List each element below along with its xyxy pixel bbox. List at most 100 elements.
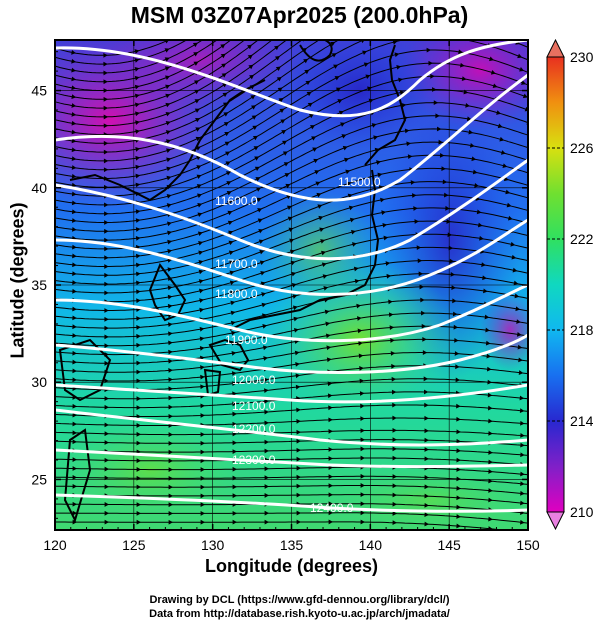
stream-arrow	[328, 510, 333, 516]
stream-arrow	[511, 254, 517, 260]
stream-arrow	[103, 114, 109, 120]
stream-arrow	[432, 87, 437, 92]
stream-arrow	[297, 5, 302, 10]
stream-arrow	[520, 442, 525, 448]
stream-arrow	[291, 283, 297, 288]
stream-arrow	[399, 90, 405, 95]
stream-arrow	[354, 278, 360, 284]
stream-arrow	[283, 162, 289, 167]
stream-arrow	[103, 167, 109, 173]
stream-arrow	[389, 15, 394, 20]
stream-arrow	[232, 510, 237, 516]
stream-arrow	[488, 497, 493, 503]
stream-arrow	[387, 3, 392, 8]
y-tick-label: 40	[31, 180, 47, 196]
stream-arrow	[346, 181, 352, 187]
x-tick-label: 140	[359, 537, 383, 553]
stream-arrow	[435, 113, 440, 119]
stream-arrow	[456, 429, 461, 435]
stream-arrow	[359, 27, 364, 31]
stream-arrow	[104, 290, 109, 296]
stream-arrow	[407, 154, 413, 160]
stream-arrow	[72, 306, 77, 312]
stream-arrow	[104, 396, 109, 401]
stream-arrow	[360, 519, 365, 525]
stream-arrow	[424, 502, 429, 508]
stream-arrow	[450, 272, 456, 277]
stream-arrow	[359, 366, 364, 371]
stream-arrow	[282, 140, 288, 146]
stream-arrow	[220, 53, 226, 59]
stream-arrow	[199, 336, 205, 342]
stream-arrow	[227, 220, 233, 226]
stream-arrow	[198, 269, 204, 275]
stream-arrow	[168, 502, 173, 508]
stream-arrow	[476, 209, 482, 215]
stream-arrow	[264, 448, 269, 454]
stream-arrow	[515, 306, 521, 312]
y-tick-label: 25	[31, 471, 47, 487]
stream-arrow	[196, 165, 202, 170]
stream-arrow	[324, 0, 329, 1]
stream-arrow	[231, 371, 237, 376]
stream-arrow	[232, 411, 237, 417]
stream-arrow	[136, 271, 141, 277]
stream-arrow	[72, 359, 77, 365]
stream-arrow	[338, 110, 344, 116]
stream-arrow	[135, 120, 140, 125]
stream-arrow	[104, 431, 109, 437]
stream-arrow	[357, 15, 362, 19]
stream-arrow	[391, 27, 396, 32]
stream-arrow	[452, 298, 457, 304]
stream-arrow	[135, 235, 141, 241]
streamline	[55, 40, 528, 162]
height-contour	[55, 40, 528, 118]
stream-arrow	[419, 284, 424, 290]
stream-arrow	[136, 502, 141, 508]
stream-arrow	[347, 193, 353, 199]
stream-arrow	[394, 52, 400, 58]
stream-arrow	[168, 358, 173, 364]
colorbar-tick-label: 210	[570, 504, 594, 520]
stream-arrow	[71, 165, 77, 170]
stream-arrow	[345, 169, 351, 175]
x-tick-label: 130	[201, 537, 225, 553]
stream-arrow	[484, 314, 490, 320]
stream-arrow	[456, 495, 461, 501]
stream-arrow	[481, 262, 486, 267]
stream-arrow	[424, 521, 429, 527]
stream-arrow	[71, 200, 77, 206]
stream-arrow	[510, 241, 516, 247]
stream-arrow	[196, 174, 202, 180]
stream-arrow	[518, 357, 523, 363]
stream-arrow	[71, 191, 77, 197]
stream-arrow	[469, 143, 475, 148]
stream-arrow	[506, 202, 512, 208]
streamline	[55, 49, 528, 179]
stream-arrow	[253, 146, 259, 151]
stream-arrow	[103, 140, 109, 146]
stream-arrow	[388, 312, 394, 318]
stream-arrow	[456, 416, 461, 422]
stream-arrow	[136, 519, 141, 525]
stream-arrow	[344, 157, 349, 163]
stream-arrow	[410, 180, 416, 185]
stream-arrow	[196, 184, 202, 189]
plot-title: MSM 03Z07Apr2025 (200.0hPa)	[130, 2, 469, 28]
streamline	[55, 40, 528, 171]
stream-arrow	[289, 249, 295, 255]
stream-arrow	[420, 297, 425, 303]
stream-arrow	[274, 56, 280, 61]
stream-arrow	[454, 351, 460, 356]
stream-arrow	[411, 193, 417, 198]
stream-arrow	[166, 175, 172, 181]
stream-arrow	[406, 141, 411, 147]
stream-arrow	[349, 217, 355, 223]
stream-arrow	[167, 285, 173, 291]
stream-arrow	[520, 420, 525, 426]
stream-arrow	[232, 421, 237, 427]
stream-arrow	[264, 475, 269, 481]
stream-arrow	[195, 127, 201, 132]
stream-arrow	[199, 298, 204, 303]
stream-arrow	[261, 292, 267, 297]
